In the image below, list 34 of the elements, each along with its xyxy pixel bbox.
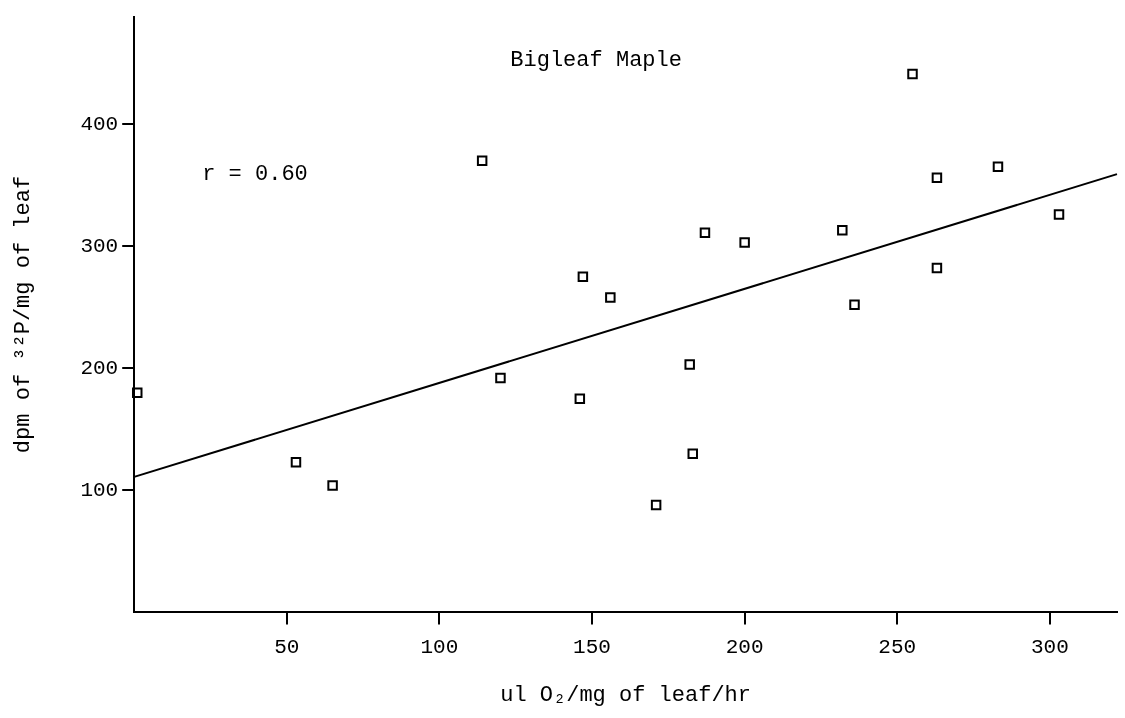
point bbox=[327, 480, 338, 491]
point bbox=[837, 225, 848, 236]
x-tick-label: 200 bbox=[725, 635, 764, 659]
x-axis-title: ul O₂/mg of leaf/hr bbox=[500, 682, 752, 708]
point bbox=[605, 292, 616, 303]
text: Bigleaf Maple bbox=[510, 47, 682, 73]
point bbox=[476, 155, 488, 166]
point bbox=[684, 359, 695, 370]
y-axis-title: dpm of ³²P/mg of leaf bbox=[11, 175, 37, 454]
point bbox=[699, 227, 711, 238]
point bbox=[290, 456, 302, 468]
point bbox=[574, 393, 586, 404]
x-tick-label: 300 bbox=[1030, 635, 1069, 659]
x-tick-label: 150 bbox=[573, 635, 611, 659]
y-tick-label: 300 bbox=[80, 234, 119, 258]
point bbox=[650, 499, 662, 511]
y-tick-label: 200 bbox=[80, 356, 119, 380]
point bbox=[132, 387, 143, 398]
point bbox=[931, 262, 943, 274]
point bbox=[931, 172, 943, 183]
point bbox=[495, 372, 506, 384]
point bbox=[1053, 209, 1065, 220]
point bbox=[577, 271, 589, 282]
x-tick-label: 250 bbox=[878, 635, 917, 659]
point bbox=[739, 237, 750, 248]
point bbox=[992, 161, 1004, 173]
y-tick-label: 400 bbox=[80, 112, 119, 136]
x-tick-label: 50 bbox=[274, 635, 300, 659]
point bbox=[849, 299, 860, 310]
y-tick-label: 100 bbox=[80, 478, 119, 502]
point bbox=[907, 68, 918, 80]
x-tick-label: 100 bbox=[420, 635, 459, 659]
point bbox=[687, 448, 698, 459]
annotation: r = 0.60 bbox=[202, 161, 308, 187]
